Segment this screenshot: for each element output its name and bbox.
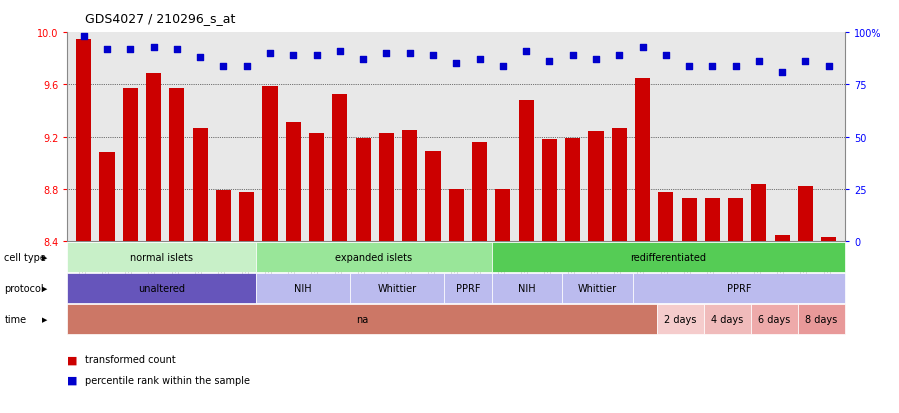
- Text: ■: ■: [67, 375, 78, 385]
- Bar: [169, 89, 184, 242]
- Text: PPRF: PPRF: [456, 283, 480, 294]
- Bar: [239, 192, 254, 242]
- Point: [263, 51, 277, 57]
- Point: [728, 63, 743, 70]
- Bar: [449, 190, 464, 242]
- Text: 2 days: 2 days: [664, 314, 697, 325]
- Point: [775, 69, 789, 76]
- Point: [379, 51, 394, 57]
- Point: [449, 61, 464, 68]
- Bar: [519, 101, 534, 242]
- Point: [705, 63, 719, 70]
- Point: [426, 53, 441, 59]
- Bar: [588, 132, 603, 242]
- Bar: [681, 199, 697, 242]
- Point: [542, 59, 556, 66]
- Point: [193, 55, 208, 62]
- Point: [147, 44, 161, 51]
- Text: ▶: ▶: [42, 285, 48, 292]
- Text: normal islets: normal islets: [130, 252, 193, 263]
- Bar: [333, 94, 347, 242]
- Bar: [192, 128, 208, 242]
- Point: [309, 53, 324, 59]
- Text: GDS4027 / 210296_s_at: GDS4027 / 210296_s_at: [85, 12, 236, 25]
- Point: [681, 63, 696, 70]
- Point: [612, 53, 627, 59]
- Bar: [216, 191, 231, 242]
- Bar: [402, 131, 417, 242]
- Point: [170, 46, 184, 53]
- Text: time: time: [4, 314, 27, 325]
- Point: [403, 51, 417, 57]
- Bar: [472, 142, 487, 242]
- Bar: [76, 40, 92, 242]
- Point: [286, 53, 300, 59]
- Text: PPRF: PPRF: [726, 283, 752, 294]
- Bar: [775, 235, 789, 242]
- Text: 4 days: 4 days: [711, 314, 743, 325]
- Text: ■: ■: [67, 354, 78, 364]
- Bar: [705, 199, 720, 242]
- Bar: [378, 133, 394, 242]
- Point: [239, 63, 254, 70]
- Text: cell type: cell type: [4, 252, 47, 263]
- Bar: [495, 190, 511, 242]
- Text: percentile rank within the sample: percentile rank within the sample: [85, 375, 251, 385]
- Point: [356, 57, 370, 64]
- Point: [659, 53, 673, 59]
- Text: 6 days: 6 days: [758, 314, 790, 325]
- Text: Whittier: Whittier: [378, 283, 417, 294]
- Bar: [658, 192, 673, 242]
- Bar: [263, 86, 278, 242]
- Point: [76, 34, 91, 40]
- Bar: [821, 238, 836, 242]
- Point: [123, 46, 138, 53]
- Point: [495, 63, 510, 70]
- Text: ▶: ▶: [42, 254, 48, 261]
- Bar: [355, 139, 370, 242]
- Text: na: na: [356, 314, 368, 325]
- Point: [217, 63, 231, 70]
- Point: [519, 48, 533, 55]
- Point: [822, 63, 836, 70]
- Text: protocol: protocol: [4, 283, 44, 294]
- Point: [100, 46, 114, 53]
- Bar: [100, 153, 114, 242]
- Point: [565, 53, 580, 59]
- Bar: [146, 74, 161, 242]
- Bar: [611, 128, 627, 242]
- Text: Whittier: Whittier: [578, 283, 618, 294]
- Text: NIH: NIH: [294, 283, 312, 294]
- Text: redifferentiated: redifferentiated: [630, 252, 707, 263]
- Point: [472, 57, 486, 64]
- Point: [636, 44, 650, 51]
- Point: [589, 57, 603, 64]
- Bar: [565, 139, 580, 242]
- Text: transformed count: transformed count: [85, 354, 176, 364]
- Bar: [542, 140, 557, 242]
- Text: unaltered: unaltered: [138, 283, 185, 294]
- Point: [333, 48, 347, 55]
- Text: expanded islets: expanded islets: [335, 252, 413, 263]
- Point: [752, 59, 766, 66]
- Bar: [286, 123, 301, 242]
- Text: NIH: NIH: [518, 283, 536, 294]
- Bar: [425, 152, 441, 242]
- Bar: [123, 89, 138, 242]
- Bar: [752, 184, 767, 242]
- Text: ▶: ▶: [42, 316, 48, 323]
- Text: 8 days: 8 days: [806, 314, 838, 325]
- Bar: [309, 133, 325, 242]
- Bar: [798, 187, 813, 242]
- Bar: [635, 78, 650, 242]
- Point: [798, 59, 813, 66]
- Bar: [728, 199, 743, 242]
